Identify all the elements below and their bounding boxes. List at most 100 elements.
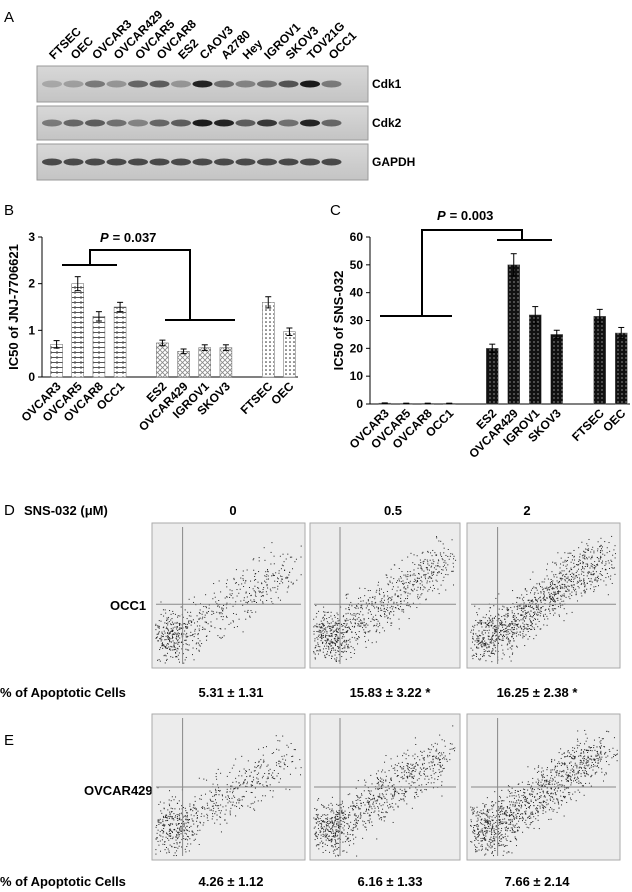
event-dot bbox=[537, 766, 539, 768]
event-dot bbox=[579, 580, 581, 582]
event-dot bbox=[476, 638, 478, 640]
event-dot bbox=[391, 588, 393, 590]
event-dot bbox=[478, 647, 480, 649]
event-dot bbox=[332, 642, 334, 644]
event-dot bbox=[169, 844, 171, 846]
event-dot bbox=[561, 774, 563, 776]
event-dot bbox=[554, 584, 556, 586]
event-dot bbox=[165, 639, 167, 641]
event-dot bbox=[508, 639, 510, 641]
event-dot bbox=[165, 659, 167, 661]
event-dot bbox=[333, 832, 335, 834]
event-dot bbox=[367, 590, 369, 592]
event-dot bbox=[596, 765, 598, 767]
event-dot bbox=[243, 781, 245, 783]
event-dot bbox=[266, 578, 268, 580]
event-dot bbox=[445, 554, 447, 556]
event-dot bbox=[172, 808, 174, 810]
event-dot bbox=[175, 637, 177, 639]
event-dot bbox=[341, 831, 343, 833]
event-dot bbox=[169, 830, 171, 832]
event-dot bbox=[583, 580, 585, 582]
event-dot bbox=[197, 632, 199, 634]
event-dot bbox=[271, 753, 273, 755]
event-dot bbox=[482, 634, 484, 636]
event-dot bbox=[167, 848, 169, 850]
event-dot bbox=[326, 844, 328, 846]
event-dot bbox=[275, 735, 277, 737]
event-dot bbox=[195, 808, 197, 810]
event-dot bbox=[368, 820, 370, 822]
event-dot bbox=[319, 631, 321, 633]
event-dot bbox=[485, 831, 487, 833]
event-dot bbox=[560, 604, 562, 606]
event-dot bbox=[336, 623, 338, 625]
event-dot bbox=[346, 823, 348, 825]
event-dot bbox=[540, 592, 542, 594]
event-dot bbox=[200, 798, 202, 800]
event-dot bbox=[515, 620, 517, 622]
event-dot bbox=[554, 793, 556, 795]
event-dot bbox=[539, 628, 541, 630]
event-dot bbox=[194, 622, 196, 624]
event-dot bbox=[553, 584, 555, 586]
event-dot bbox=[582, 557, 584, 559]
event-dot bbox=[566, 765, 568, 767]
event-dot bbox=[193, 601, 195, 603]
event-dot bbox=[322, 629, 324, 631]
event-dot bbox=[560, 557, 562, 559]
event-dot bbox=[552, 588, 554, 590]
event-dot bbox=[393, 603, 395, 605]
event-dot bbox=[505, 838, 507, 840]
event-dot bbox=[365, 646, 367, 648]
event-dot bbox=[369, 815, 371, 817]
event-dot bbox=[372, 619, 374, 621]
event-dot bbox=[331, 634, 333, 636]
event-dot bbox=[205, 622, 207, 624]
event-dot bbox=[489, 620, 491, 622]
event-dot bbox=[236, 806, 238, 808]
event-dot bbox=[436, 748, 438, 750]
event-dot bbox=[431, 573, 433, 575]
event-dot bbox=[432, 746, 434, 748]
event-dot bbox=[196, 817, 198, 819]
blot-band bbox=[300, 158, 320, 166]
event-dot bbox=[278, 781, 280, 783]
blot-band bbox=[128, 158, 148, 166]
event-dot bbox=[496, 631, 498, 633]
event-dot bbox=[253, 808, 255, 810]
event-dot bbox=[592, 570, 594, 572]
event-dot bbox=[247, 760, 249, 762]
event-dot bbox=[582, 554, 584, 556]
event-dot bbox=[338, 812, 340, 814]
event-dot bbox=[377, 795, 379, 797]
event-dot bbox=[413, 778, 415, 780]
event-dot bbox=[330, 648, 332, 650]
event-dot bbox=[534, 796, 536, 798]
flow-plot bbox=[309, 522, 461, 669]
event-dot bbox=[341, 644, 343, 646]
event-dot bbox=[348, 844, 350, 846]
event-dot bbox=[482, 654, 484, 656]
event-dot bbox=[155, 826, 157, 828]
event-dot bbox=[504, 812, 506, 814]
event-dot bbox=[525, 810, 527, 812]
event-dot bbox=[530, 592, 532, 594]
event-dot bbox=[573, 562, 575, 564]
event-dot bbox=[486, 843, 488, 845]
event-dot bbox=[347, 817, 349, 819]
event-dot bbox=[502, 649, 504, 651]
event-dot bbox=[167, 632, 169, 634]
event-dot bbox=[491, 831, 493, 833]
event-dot bbox=[571, 768, 573, 770]
event-dot bbox=[472, 827, 474, 829]
event-dot bbox=[284, 569, 286, 571]
event-dot bbox=[229, 596, 231, 598]
panel-label: E bbox=[4, 732, 14, 749]
event-dot bbox=[337, 629, 339, 631]
event-dot bbox=[328, 617, 330, 619]
event-dot bbox=[417, 577, 419, 579]
event-dot bbox=[521, 816, 523, 818]
event-dot bbox=[350, 657, 352, 659]
event-dot bbox=[368, 803, 370, 805]
